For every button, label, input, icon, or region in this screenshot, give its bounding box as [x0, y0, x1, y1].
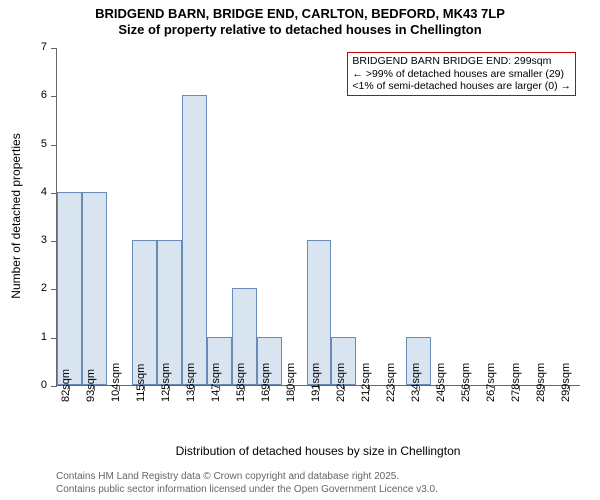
y-axis-label: Number of detached properties	[9, 47, 23, 385]
x-axis-label: Distribution of detached houses by size …	[56, 444, 580, 458]
bar	[57, 192, 82, 385]
y-tick	[51, 48, 57, 49]
y-tick	[51, 96, 57, 97]
attribution-line2: Contains public sector information licen…	[56, 484, 438, 497]
y-tick-label: 2	[33, 282, 47, 294]
annotation-box: BRIDGEND BARN BRIDGE END: 299sqm ← >99% …	[347, 52, 576, 96]
y-tick-label: 6	[33, 89, 47, 101]
y-tick	[51, 145, 57, 146]
chart-title-line1: BRIDGEND BARN, BRIDGE END, CARLTON, BEDF…	[0, 6, 600, 21]
attribution-text: Contains HM Land Registry data © Crown c…	[56, 471, 438, 496]
y-tick-label: 5	[33, 138, 47, 150]
bar	[82, 192, 107, 385]
y-tick	[51, 386, 57, 387]
attribution-line1: Contains HM Land Registry data © Crown c…	[56, 471, 438, 484]
chart-title-line2: Size of property relative to detached ho…	[0, 22, 600, 37]
y-tick-label: 7	[33, 41, 47, 53]
chart-container: BRIDGEND BARN, BRIDGE END, CARLTON, BEDF…	[0, 0, 600, 500]
bar	[182, 95, 207, 385]
y-tick-label: 1	[33, 331, 47, 343]
annotation-line1: BRIDGEND BARN BRIDGE END: 299sqm	[352, 55, 571, 68]
y-tick-label: 4	[33, 186, 47, 198]
plot-area: BRIDGEND BARN BRIDGE END: 299sqm ← >99% …	[56, 48, 580, 386]
annotation-line3: <1% of semi-detached houses are larger (…	[352, 80, 571, 93]
annotation-line2: ← >99% of detached houses are smaller (2…	[352, 68, 571, 81]
y-tick-label: 3	[33, 234, 47, 246]
y-tick-label: 0	[33, 379, 47, 391]
